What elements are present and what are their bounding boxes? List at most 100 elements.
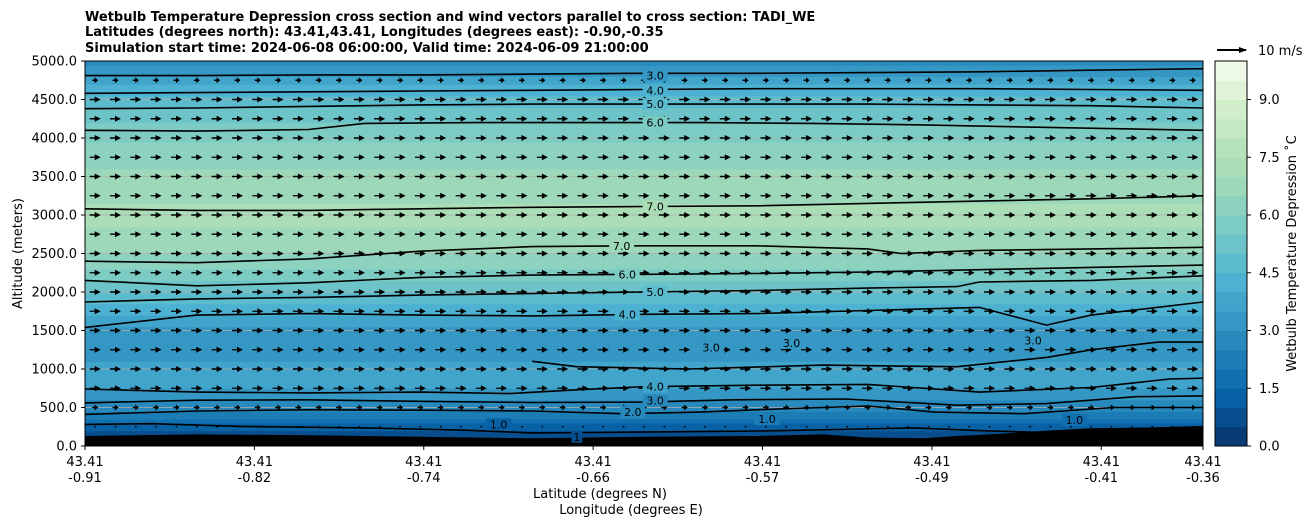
wind-vector <box>679 250 691 257</box>
wind-vector <box>557 135 569 141</box>
contour-label: 3.0 <box>783 337 801 350</box>
wind-vector <box>130 192 142 199</box>
wind-vector <box>211 346 223 353</box>
wind-vector <box>536 96 548 103</box>
wind-vector <box>1187 154 1199 161</box>
wind-vector <box>882 289 894 295</box>
wind-vector <box>394 327 406 334</box>
field-band <box>85 342 1203 347</box>
wind-vector <box>419 425 422 428</box>
wind-vector <box>353 154 365 161</box>
wind-vector <box>211 366 223 372</box>
wind-vector <box>353 269 365 276</box>
contour-label-bg <box>779 336 805 349</box>
wind-vector <box>943 250 955 257</box>
wind-vector <box>150 96 162 103</box>
wind-vector <box>110 346 121 353</box>
wind-vector <box>89 115 101 122</box>
wind-vector <box>171 269 182 276</box>
wind-vector <box>211 192 223 199</box>
wind-vector <box>763 77 769 84</box>
contour-label-bg <box>614 308 640 321</box>
wind-vector <box>536 385 548 392</box>
wind-vector <box>866 425 869 428</box>
wind-vector <box>580 77 586 84</box>
wind-vector <box>841 366 853 372</box>
wind-vector <box>1004 250 1016 257</box>
wind-vector <box>821 385 833 392</box>
wind-vector <box>923 346 935 353</box>
field-band <box>85 111 1203 116</box>
wind-vector <box>232 192 243 199</box>
wind-vector <box>783 77 790 84</box>
wind-vector <box>1126 96 1138 103</box>
colorbar-segment <box>1215 426 1247 447</box>
wind-vector <box>557 327 569 334</box>
colorbar-segment <box>1215 253 1247 274</box>
wind-vector <box>414 366 426 372</box>
wind-vector <box>887 425 889 428</box>
wind-vector <box>923 250 935 257</box>
x-tick-label-lat: 43.41 <box>66 455 103 470</box>
wind-vector <box>353 366 365 372</box>
wind-vector <box>272 366 284 372</box>
wind-vector <box>130 269 142 276</box>
wind-vector <box>1045 173 1056 180</box>
wind-vector <box>984 231 996 238</box>
wind-vector <box>313 308 325 315</box>
wind-vector <box>679 96 691 103</box>
contour-label: 1.0 <box>490 418 508 431</box>
wind-vector <box>1024 327 1036 334</box>
wind-vector <box>722 77 729 84</box>
wind-vector <box>455 135 467 141</box>
wind-vector <box>455 212 467 218</box>
wind-vector <box>313 289 325 295</box>
wind-vector <box>252 154 264 161</box>
wind-vector <box>374 154 386 161</box>
wind-vector <box>597 115 609 122</box>
wind-vector <box>862 289 874 295</box>
wind-vector <box>638 346 650 353</box>
wind-vector <box>397 77 404 84</box>
wind-vector <box>394 269 406 276</box>
wind-vector <box>272 173 284 180</box>
wind-vector <box>1187 250 1199 257</box>
wind-vector <box>719 289 731 295</box>
wind-vector <box>1128 404 1135 411</box>
colorbar-segment <box>1215 330 1247 351</box>
wind-vector <box>841 250 853 257</box>
wind-vector <box>171 154 182 161</box>
contour-label-bg <box>642 84 668 97</box>
wind-vector <box>699 154 711 161</box>
wind-vector <box>821 192 833 199</box>
wind-vector <box>171 346 182 353</box>
wind-vector <box>1045 115 1056 122</box>
wind-vector <box>699 173 711 180</box>
wind-vector <box>455 115 467 122</box>
wind-vector <box>683 425 686 428</box>
wind-vector <box>333 327 345 334</box>
x-tick-label-lon: -0.36 <box>1186 471 1220 486</box>
wind-vector <box>89 173 101 180</box>
wind-vector <box>333 115 345 122</box>
wind-vector <box>577 96 589 103</box>
wind-vector <box>232 96 243 103</box>
wind-vector <box>577 385 589 392</box>
wind-vector <box>760 346 772 353</box>
wind-vector <box>374 173 386 180</box>
wind-vector <box>577 212 589 218</box>
wind-vector <box>963 173 975 180</box>
wind-vector <box>1004 289 1016 295</box>
colorbar-segment <box>1215 61 1247 81</box>
wind-vector <box>719 346 731 353</box>
wind-vector <box>1045 385 1056 392</box>
wind-vector <box>1024 115 1036 122</box>
wind-vector <box>232 308 243 315</box>
wind-vector <box>597 269 609 276</box>
wind-vector <box>1167 154 1178 161</box>
wind-vector <box>597 308 609 315</box>
wind-vector <box>719 135 731 141</box>
wind-vector <box>923 231 935 238</box>
wind-vector <box>618 173 630 180</box>
wind-vector <box>1088 404 1095 411</box>
